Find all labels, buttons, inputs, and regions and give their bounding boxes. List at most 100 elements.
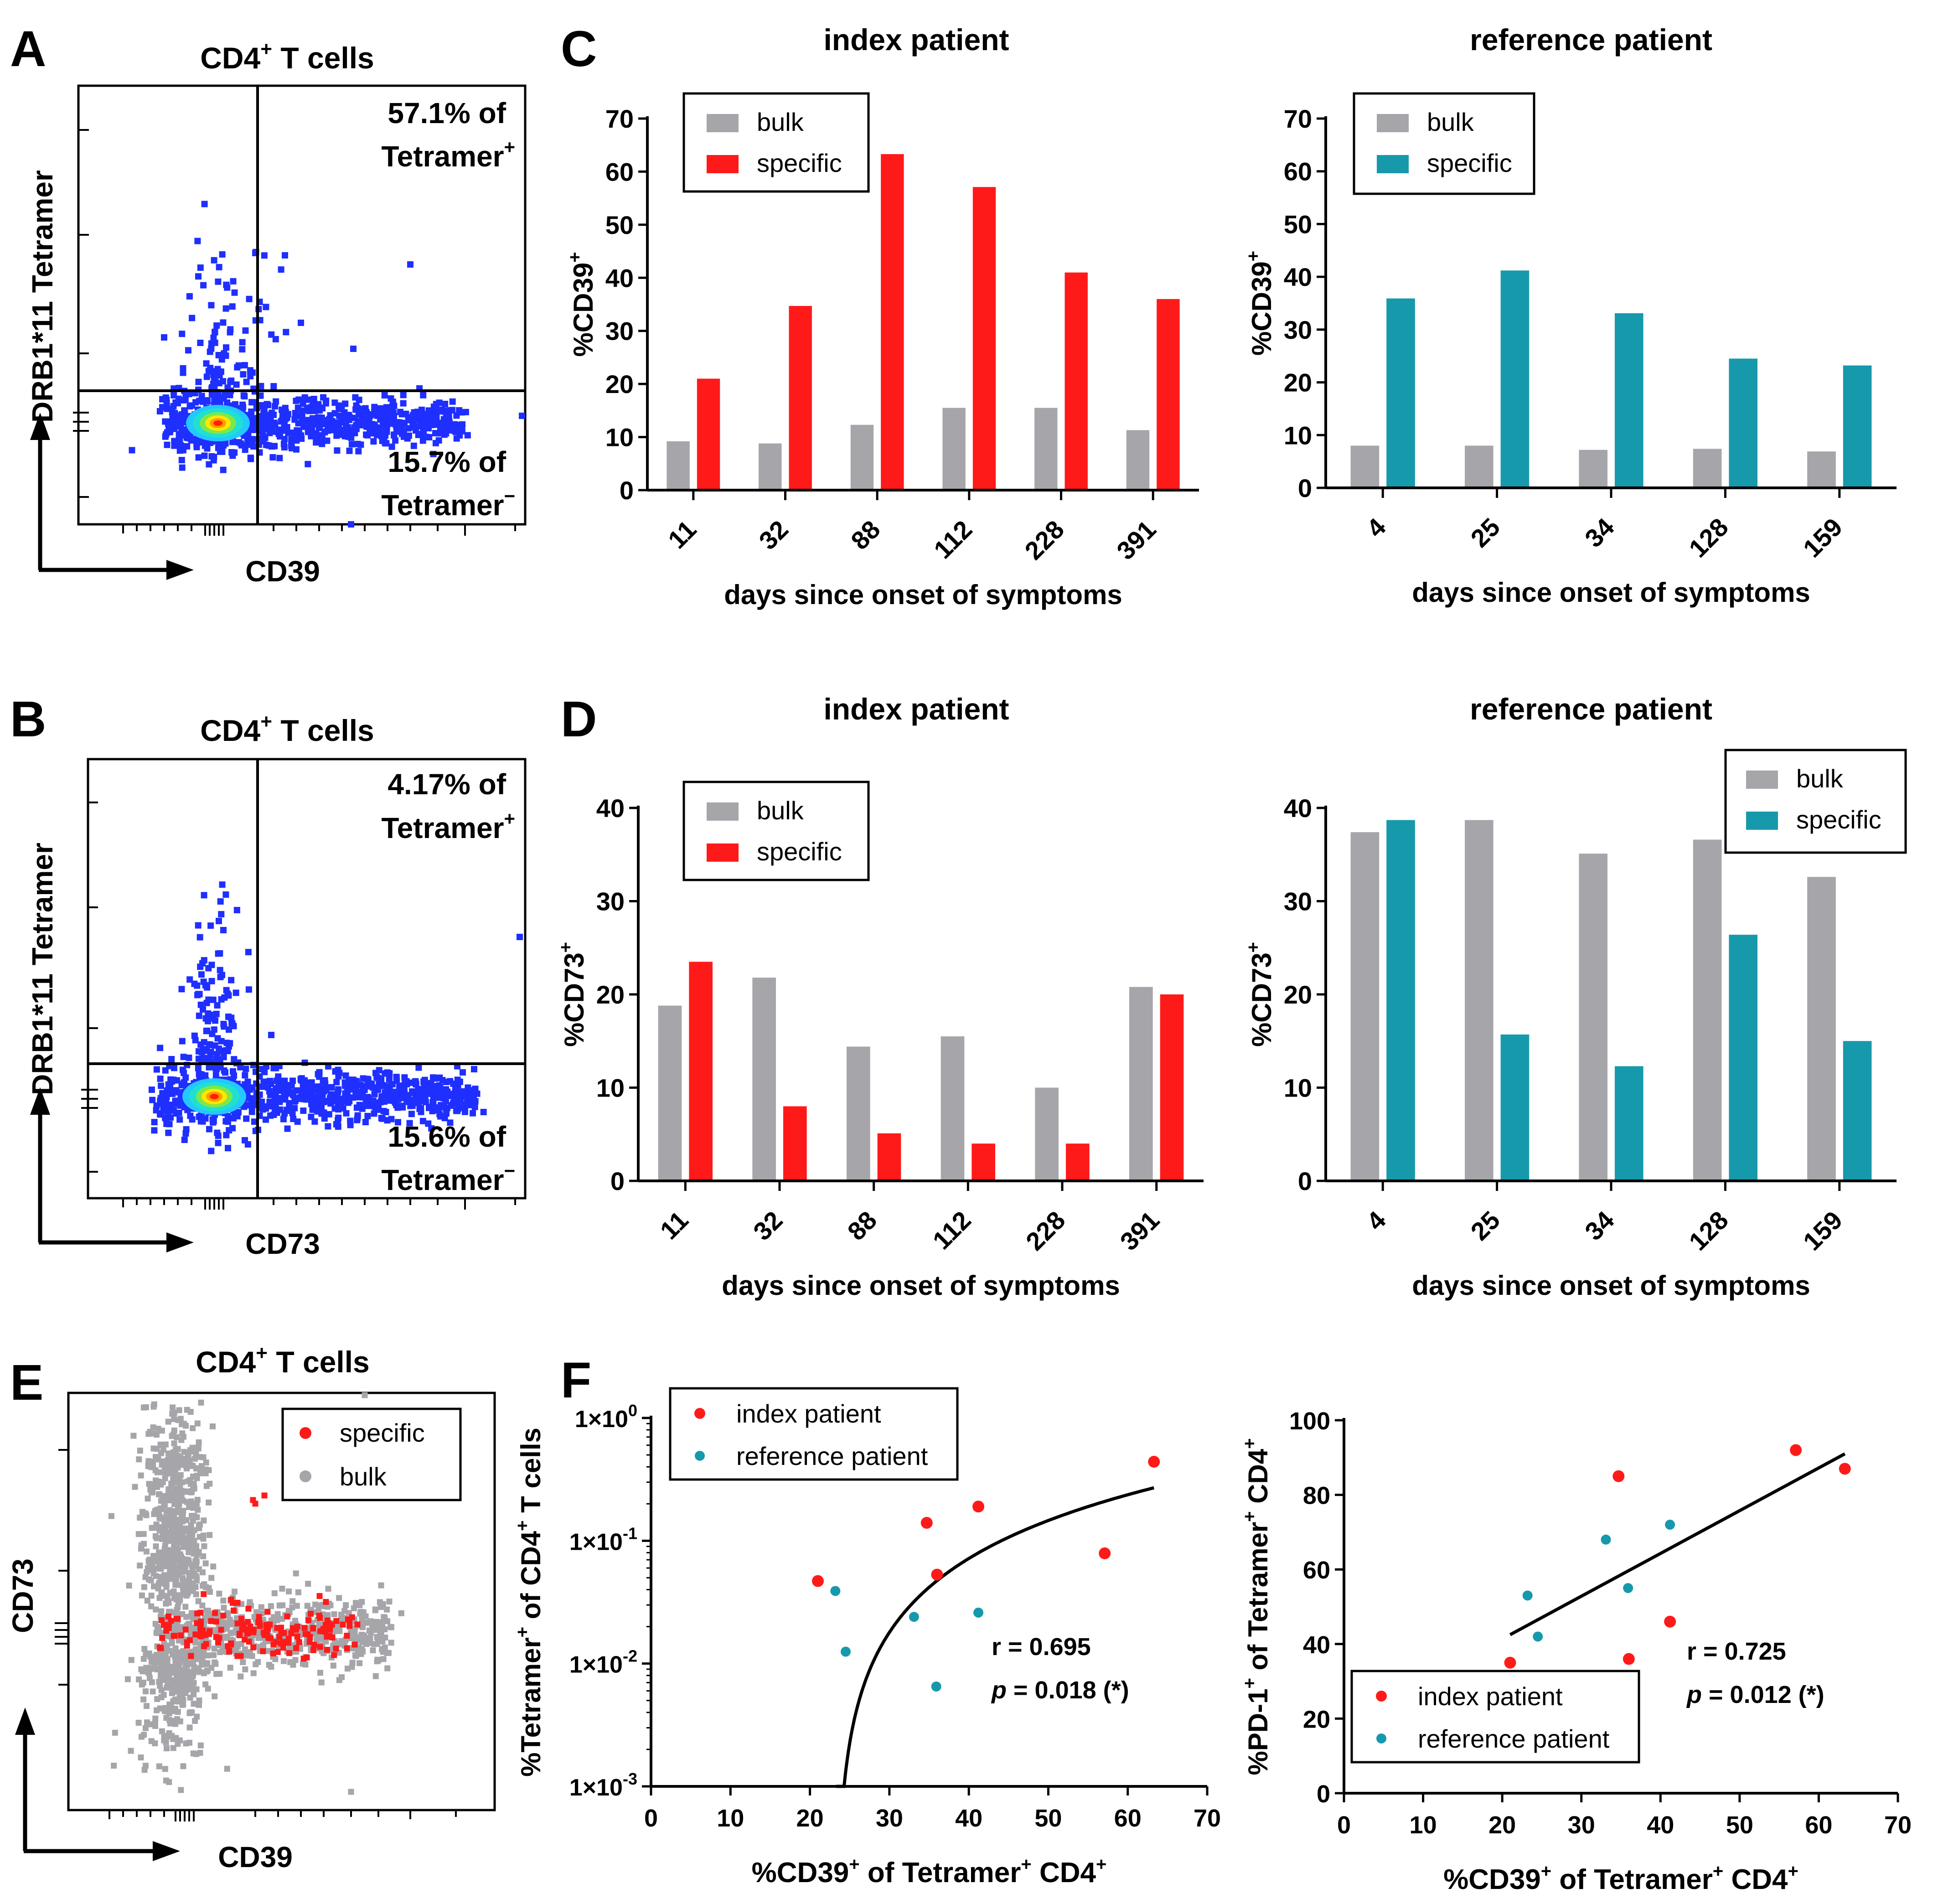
event bbox=[161, 1733, 167, 1739]
event bbox=[198, 1049, 205, 1055]
event bbox=[208, 345, 215, 352]
event bbox=[173, 1682, 179, 1688]
event bbox=[155, 1426, 161, 1432]
event bbox=[294, 1118, 301, 1125]
event bbox=[184, 1107, 191, 1113]
legend-swatch-specific bbox=[1746, 812, 1778, 830]
bar-specific bbox=[1160, 994, 1184, 1181]
event bbox=[372, 1673, 379, 1679]
event bbox=[191, 1551, 197, 1557]
event bbox=[171, 1572, 178, 1578]
event bbox=[207, 1049, 214, 1055]
event bbox=[323, 418, 330, 424]
legend-swatch-specific bbox=[1377, 155, 1409, 173]
event bbox=[400, 428, 407, 435]
event bbox=[317, 1670, 323, 1676]
event bbox=[326, 1633, 333, 1639]
event bbox=[191, 1537, 197, 1544]
event bbox=[257, 1105, 264, 1112]
event bbox=[227, 1630, 234, 1636]
event bbox=[141, 1584, 147, 1590]
x-tick-label: 128 bbox=[1683, 512, 1734, 563]
event bbox=[238, 1616, 245, 1622]
event bbox=[212, 1693, 218, 1700]
event bbox=[199, 1661, 205, 1668]
event bbox=[435, 1107, 442, 1113]
event bbox=[249, 427, 256, 433]
y-tick-label: 30 bbox=[1284, 316, 1312, 344]
bar-bulk bbox=[1693, 449, 1722, 488]
legend-swatch-specific bbox=[707, 155, 739, 173]
event bbox=[230, 278, 237, 285]
event bbox=[322, 1081, 329, 1087]
event bbox=[206, 461, 212, 468]
event bbox=[344, 1094, 351, 1101]
event bbox=[167, 1497, 173, 1504]
event bbox=[185, 1453, 191, 1459]
event bbox=[181, 1543, 188, 1549]
legend-swatch-index bbox=[694, 1408, 705, 1419]
event bbox=[269, 409, 275, 416]
event bbox=[196, 1071, 203, 1078]
event bbox=[393, 1077, 400, 1084]
bar-bulk bbox=[1034, 408, 1058, 490]
bar-specific bbox=[1066, 1143, 1090, 1181]
event bbox=[391, 1095, 398, 1101]
event bbox=[216, 264, 222, 270]
point-index-patient bbox=[972, 1500, 985, 1513]
event bbox=[199, 960, 206, 967]
event bbox=[197, 1742, 204, 1749]
event bbox=[220, 1613, 227, 1619]
bar-specific bbox=[972, 1143, 995, 1181]
event bbox=[192, 1037, 199, 1044]
event bbox=[307, 1634, 313, 1640]
event bbox=[208, 390, 215, 397]
point-reference-patient bbox=[931, 1682, 941, 1692]
event bbox=[328, 1092, 335, 1099]
event bbox=[163, 1093, 170, 1100]
event bbox=[196, 1702, 202, 1708]
legend-box bbox=[1724, 749, 1907, 854]
event bbox=[141, 1732, 147, 1738]
event bbox=[300, 1107, 307, 1114]
legend-specific: specific bbox=[1427, 149, 1512, 177]
event bbox=[210, 1119, 217, 1126]
flow-a-y-label: DRB1*11 Tetramer bbox=[26, 170, 59, 423]
event bbox=[300, 424, 307, 430]
event bbox=[221, 1604, 227, 1611]
event bbox=[159, 1617, 165, 1623]
bar-specific bbox=[697, 378, 720, 490]
event bbox=[293, 1087, 300, 1094]
event bbox=[207, 1532, 213, 1538]
x-axis-label: days since onset of symptoms bbox=[724, 579, 1122, 610]
event bbox=[357, 1602, 363, 1609]
event bbox=[316, 1069, 323, 1076]
bar-bulk bbox=[759, 443, 782, 490]
event bbox=[407, 261, 413, 268]
chart-title: index patient bbox=[823, 692, 1009, 726]
event bbox=[432, 430, 439, 436]
event bbox=[310, 1625, 316, 1632]
event bbox=[161, 1563, 167, 1569]
event bbox=[157, 1076, 164, 1082]
event bbox=[271, 443, 278, 450]
event bbox=[425, 1120, 432, 1127]
flow-b-x-ticks bbox=[122, 1198, 516, 1210]
event bbox=[315, 414, 322, 421]
event bbox=[384, 417, 391, 424]
event bbox=[371, 1641, 377, 1647]
x-tick-label: 228 bbox=[1019, 515, 1070, 565]
event bbox=[181, 407, 188, 414]
flow-b-y-label: DRB1*11 Tetramer bbox=[26, 843, 59, 1095]
bar-chart-d-index: index patient 11 32 88 112 228 391 0 10 20 30 40 %CD… bbox=[556, 692, 1204, 1301]
event bbox=[261, 252, 268, 259]
flow-b-frame bbox=[87, 758, 527, 1200]
event bbox=[240, 392, 247, 399]
event bbox=[395, 1119, 401, 1126]
event bbox=[336, 1595, 342, 1601]
event bbox=[222, 891, 229, 898]
event bbox=[158, 1553, 165, 1559]
event bbox=[242, 1072, 248, 1079]
event bbox=[201, 452, 208, 459]
bar-specific bbox=[1843, 1041, 1872, 1181]
